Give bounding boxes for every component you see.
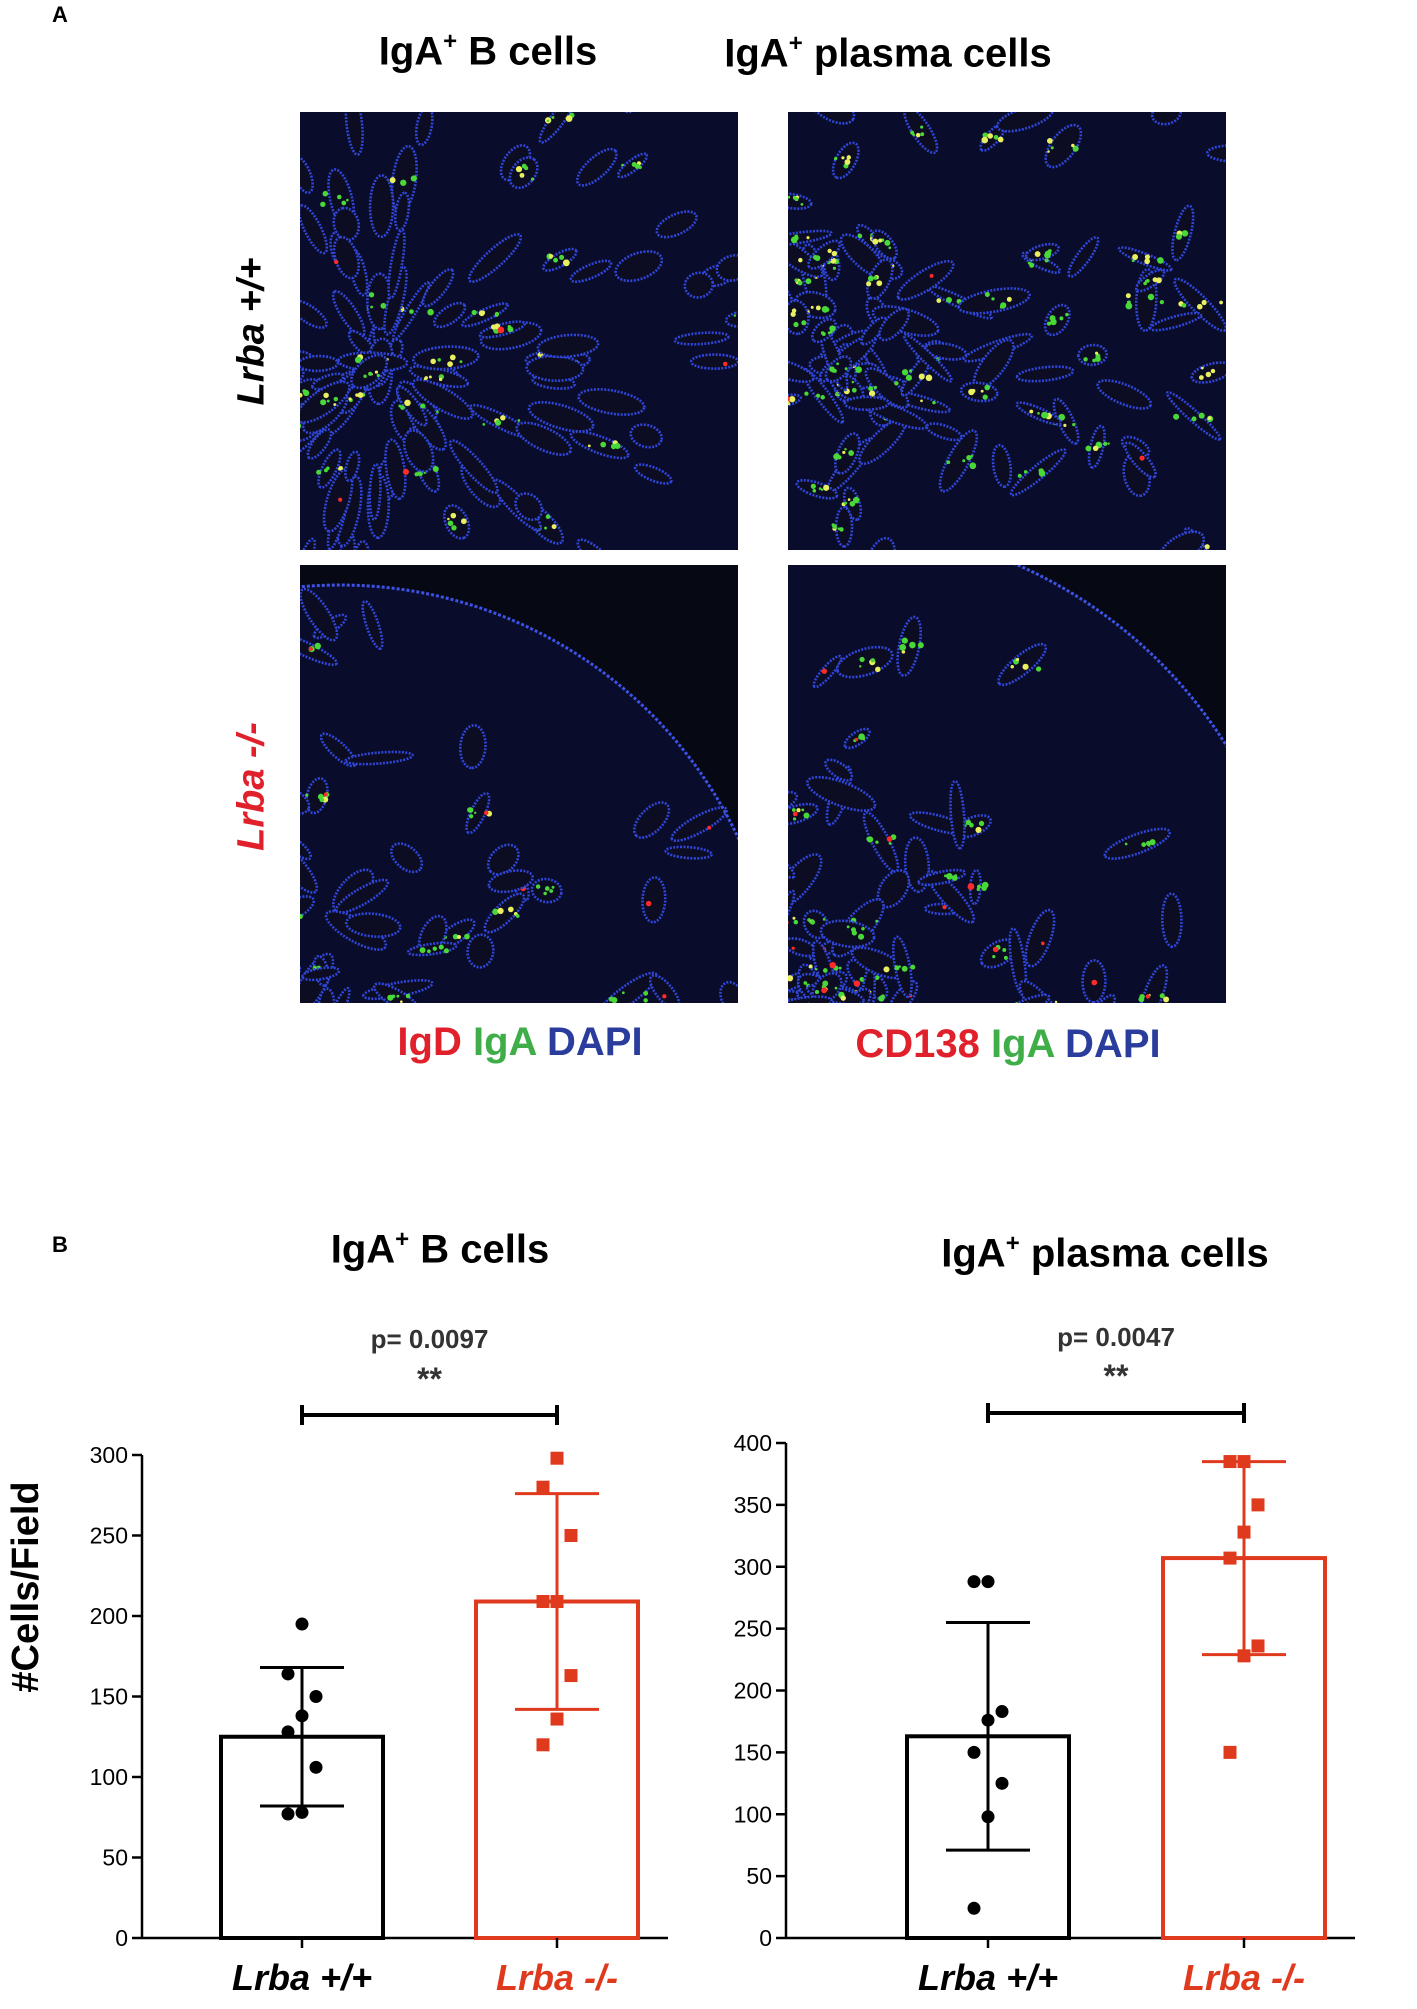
data-point <box>536 1480 550 1494</box>
x-category-label: Lrba -/- <box>1183 1957 1305 1998</box>
p-value: p= 0.0097 <box>371 1324 489 1354</box>
data-point <box>550 1595 564 1609</box>
micrograph-ko-igd <box>300 565 738 1003</box>
micrograph-wt-igd <box>300 112 738 550</box>
data-point <box>995 1705 1009 1719</box>
data-point <box>281 1667 295 1681</box>
chart-0: 0 50 100 150 200 250 300 Lrba +/+ Lrba -/- p= 0.0… <box>90 1324 668 1998</box>
legend-iga: IgA <box>461 1020 536 1064</box>
chart-title-plasma-cells: IgA+ plasma cells <box>941 1230 1269 1276</box>
data-point <box>564 1669 578 1683</box>
data-point <box>981 1810 995 1824</box>
data-point <box>1237 1455 1251 1469</box>
data-point <box>1237 1649 1251 1663</box>
data-point <box>536 1595 550 1609</box>
y-tick-label: 400 <box>734 1430 772 1456</box>
data-point <box>295 1805 309 1819</box>
data-point <box>295 1709 309 1723</box>
chart-title-b-cells: IgA+ B cells <box>330 1226 550 1272</box>
data-point <box>564 1529 578 1542</box>
col-title-plasma-cells: IgA+ plasma cells <box>724 30 1052 76</box>
significance-stars: ** <box>1104 1358 1129 1394</box>
x-category-label: Lrba -/- <box>496 1957 618 1998</box>
y-tick-label: 300 <box>90 1442 128 1468</box>
panel-b-letter: B <box>52 1232 68 1257</box>
data-point <box>1223 1745 1237 1759</box>
y-axis-label: #Cells/Field <box>5 1481 47 1692</box>
bar-charts: #Cells/Field 0 50 100 150 200 250 300 Lrba +/+ Lr… <box>5 1322 1355 1998</box>
chart-1: 0 50 100 150 200 250 300 350 400 Lrba +/+ Lrba -/-… <box>734 1322 1355 1998</box>
data-point <box>309 1760 323 1774</box>
data-point <box>995 1776 1009 1790</box>
row-label-wt-wrap: Lrba +/+ <box>192 110 312 550</box>
y-tick-label: 0 <box>759 1925 772 1951</box>
data-point <box>1251 1639 1265 1653</box>
data-point <box>981 1575 995 1589</box>
y-tick-label: 150 <box>734 1739 772 1765</box>
significance-stars: ** <box>417 1361 442 1397</box>
data-point <box>1223 1551 1237 1565</box>
bar-1 <box>1161 1556 1327 1940</box>
data-point <box>550 1451 564 1465</box>
data-point <box>981 1713 995 1727</box>
x-category-label: Lrba +/+ <box>918 1957 1058 1998</box>
y-tick-label: 0 <box>115 1925 128 1951</box>
y-tick-label: 200 <box>90 1603 128 1629</box>
p-value: p= 0.0047 <box>1057 1322 1175 1352</box>
data-point <box>1223 1455 1237 1469</box>
data-point <box>309 1690 323 1703</box>
data-point <box>536 1738 550 1752</box>
y-tick-label: 300 <box>734 1554 772 1580</box>
legend-iga: IgA <box>979 1022 1054 1066</box>
stain-legend-igd: IgD IgA DAPI <box>290 1020 750 1065</box>
y-tick-label: 200 <box>734 1678 772 1704</box>
x-category-label: Lrba +/+ <box>232 1957 372 1998</box>
data-point <box>1237 1525 1251 1539</box>
data-point <box>967 1901 981 1915</box>
row-label-ko: Lrba -/- <box>230 722 273 851</box>
data-point <box>281 1807 295 1821</box>
y-tick-label: 100 <box>90 1764 128 1790</box>
micrograph-wt-cd138 <box>788 112 1226 550</box>
y-tick-label: 350 <box>734 1492 772 1518</box>
y-tick-label: 250 <box>734 1616 772 1642</box>
row-label-wt: Lrba +/+ <box>230 257 273 406</box>
panel-a-letter: A <box>52 2 68 27</box>
data-point <box>550 1712 564 1726</box>
y-tick-label: 50 <box>102 1845 128 1871</box>
y-tick-label: 150 <box>90 1684 128 1710</box>
data-point <box>967 1745 981 1759</box>
micrograph-ko-cd138 <box>788 565 1226 1003</box>
legend-dapi: DAPI <box>1053 1022 1161 1066</box>
data-point <box>281 1725 295 1739</box>
y-tick-label: 50 <box>746 1863 772 1889</box>
legend-cd138: CD138 <box>855 1022 980 1066</box>
col-title-b-cells: IgA+ B cells <box>378 28 598 74</box>
y-tick-label: 100 <box>734 1801 772 1827</box>
data-point <box>295 1617 309 1631</box>
legend-dapi: DAPI <box>535 1020 643 1064</box>
data-point <box>1251 1498 1265 1512</box>
row-label-ko-wrap: Lrba -/- <box>192 565 312 1005</box>
data-point <box>967 1575 981 1589</box>
y-tick-label: 250 <box>90 1523 128 1549</box>
legend-igd: IgD <box>397 1020 462 1064</box>
stain-legend-cd138: CD138 IgA DAPI <box>778 1022 1238 1067</box>
